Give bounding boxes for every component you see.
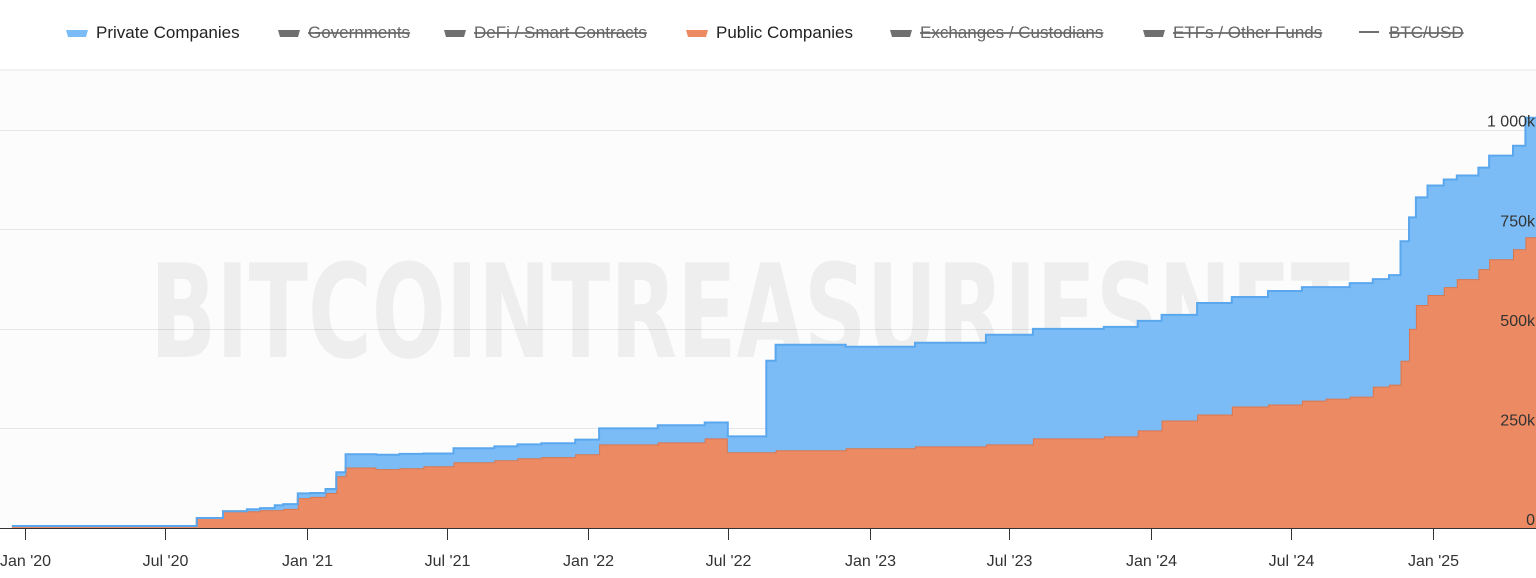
x-tick-label: Jan '22: [563, 553, 614, 570]
y-tick-label: 1 000k: [1487, 114, 1536, 131]
chart-legend[interactable]: Private Companies Governments DeFi / Smart…: [66, 23, 1464, 42]
legend-item-btc-usd[interactable]: BTC/USD: [1359, 23, 1464, 42]
legend-item-defi-smart-contracts[interactable]: DeFi / Smart Contracts: [444, 23, 647, 42]
y-tick-label: 500k: [1500, 313, 1536, 330]
x-tick-label: Jul '24: [1269, 553, 1315, 570]
x-tick-label: Jan '20: [0, 553, 51, 570]
public-companies-area[interactable]: [11, 225, 1536, 528]
legend-label: BTC/USD: [1389, 23, 1464, 42]
legend-item-private-companies[interactable]: Private Companies: [66, 23, 240, 42]
legend-label: ETFs / Other Funds: [1173, 23, 1322, 42]
private-companies-line[interactable]: [11, 102, 1536, 527]
x-tick-label: Jul '20: [143, 553, 189, 570]
legend-item-etfs-other-funds[interactable]: ETFs / Other Funds: [1143, 23, 1322, 42]
legend-item-public-companies[interactable]: Public Companies: [686, 23, 853, 42]
legend-area-icon: [278, 30, 300, 37]
legend-label: Exchanges / Custodians: [920, 23, 1103, 42]
x-tick-label: Jan '23: [845, 553, 896, 570]
legend-area-icon: [66, 30, 88, 37]
x-tick-label: Jan '24: [1126, 553, 1177, 570]
legend-label: Governments: [308, 23, 410, 42]
legend-item-governments[interactable]: Governments: [278, 23, 410, 42]
x-tick-label: Jul '22: [706, 553, 752, 570]
legend-label: DeFi / Smart Contracts: [474, 23, 647, 42]
series-layer: [11, 102, 1536, 528]
legend-area-icon: [444, 30, 466, 37]
legend-area-icon: [1143, 30, 1165, 37]
legend-label: Public Companies: [716, 23, 853, 42]
legend-label: Private Companies: [96, 23, 240, 42]
private-companies-area[interactable]: [11, 102, 1536, 526]
x-tick-label: Jul '21: [425, 553, 471, 570]
y-tick-label: 250k: [1500, 412, 1536, 429]
legend-area-icon: [890, 30, 912, 37]
x-tick-label: Jan '25: [1408, 553, 1459, 570]
y-axis: 0 250k 500k 750k 1 000k: [1487, 114, 1536, 529]
y-tick-label: 0: [1526, 512, 1535, 529]
legend-area-icon: [686, 30, 708, 37]
x-axis: Jan '20 Jul '20 Jan '21 Jul '21 Jan '22 Jul '…: [0, 528, 1459, 570]
x-tick-label: Jan '21: [282, 553, 333, 570]
x-tick-label: Jul '23: [987, 553, 1033, 570]
legend-item-exchanges-custodians[interactable]: Exchanges / Custodians: [890, 23, 1103, 42]
y-tick-label: 750k: [1500, 213, 1536, 230]
